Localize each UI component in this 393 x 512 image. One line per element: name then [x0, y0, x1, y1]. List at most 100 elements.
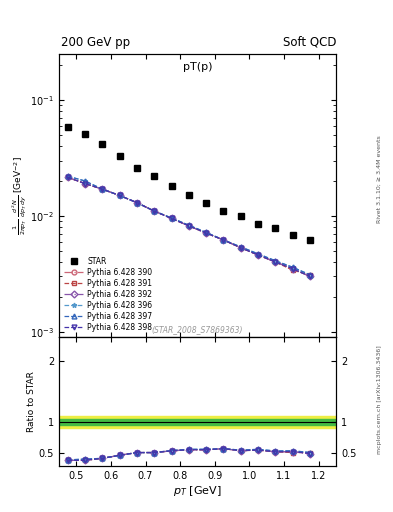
STAR [169, 183, 174, 189]
Pythia 6.428 396 [204, 229, 209, 236]
Pythia 6.428 398 [186, 223, 191, 229]
Pythia 6.428 396 [65, 173, 70, 179]
Pythia 6.428 391 [221, 237, 226, 243]
STAR [273, 225, 278, 231]
Pythia 6.428 396 [273, 258, 278, 264]
Pythia 6.428 397 [65, 173, 70, 179]
Line: STAR: STAR [64, 124, 314, 243]
Line: Pythia 6.428 392: Pythia 6.428 392 [65, 175, 312, 279]
Pythia 6.428 398 [308, 273, 312, 280]
Pythia 6.428 390 [134, 200, 139, 206]
STAR [308, 237, 312, 243]
Pythia 6.428 398 [273, 259, 278, 265]
Pythia 6.428 390 [204, 230, 209, 236]
Pythia 6.428 392 [100, 186, 105, 192]
Pythia 6.428 392 [273, 259, 278, 265]
STAR [152, 173, 156, 179]
Pythia 6.428 397 [134, 200, 139, 206]
Text: (STAR_2008_S7869363): (STAR_2008_S7869363) [152, 325, 243, 334]
Pythia 6.428 398 [256, 252, 261, 258]
Pythia 6.428 397 [83, 178, 87, 184]
Line: Pythia 6.428 390: Pythia 6.428 390 [65, 175, 312, 279]
Text: 200 GeV pp: 200 GeV pp [61, 36, 130, 49]
Pythia 6.428 396 [290, 264, 295, 270]
STAR [204, 200, 209, 206]
Pythia 6.428 391 [290, 267, 295, 273]
Pythia 6.428 392 [256, 252, 261, 258]
Pythia 6.428 396 [186, 222, 191, 228]
STAR [65, 124, 70, 131]
Pythia 6.428 398 [117, 193, 122, 199]
Pythia 6.428 392 [308, 273, 312, 280]
Pythia 6.428 392 [290, 266, 295, 272]
Pythia 6.428 398 [100, 186, 105, 192]
Pythia 6.428 397 [152, 208, 156, 214]
Pythia 6.428 391 [152, 208, 156, 214]
Line: Pythia 6.428 391: Pythia 6.428 391 [65, 175, 312, 278]
X-axis label: $p_T$ [GeV]: $p_T$ [GeV] [173, 483, 222, 498]
Y-axis label: Ratio to STAR: Ratio to STAR [27, 371, 36, 432]
Pythia 6.428 390 [169, 216, 174, 222]
Line: Pythia 6.428 397: Pythia 6.428 397 [65, 174, 312, 278]
Pythia 6.428 392 [221, 237, 226, 243]
Pythia 6.428 396 [100, 186, 105, 192]
Pythia 6.428 391 [273, 259, 278, 265]
Pythia 6.428 397 [169, 215, 174, 221]
Pythia 6.428 398 [221, 237, 226, 243]
Pythia 6.428 397 [256, 251, 261, 257]
Text: mcplots.cern.ch [arXiv:1306.3436]: mcplots.cern.ch [arXiv:1306.3436] [377, 345, 382, 454]
Pythia 6.428 390 [100, 186, 105, 192]
Pythia 6.428 397 [308, 272, 312, 278]
Y-axis label: $\frac{1}{2\pi p_T}\ \frac{d^2N}{dp_T\, dy}\ \mathrm{[GeV^{-2}]}$: $\frac{1}{2\pi p_T}\ \frac{d^2N}{dp_T\, … [10, 156, 29, 235]
Pythia 6.428 391 [134, 200, 139, 206]
STAR [117, 153, 122, 159]
Pythia 6.428 390 [308, 273, 312, 280]
Legend: STAR, Pythia 6.428 390, Pythia 6.428 391, Pythia 6.428 392, Pythia 6.428 396, Py: STAR, Pythia 6.428 390, Pythia 6.428 391… [63, 256, 154, 333]
Text: pT(p): pT(p) [183, 62, 212, 72]
Pythia 6.428 392 [152, 208, 156, 214]
Text: Rivet 3.1.10; ≥ 3.4M events: Rivet 3.1.10; ≥ 3.4M events [377, 135, 382, 223]
Pythia 6.428 398 [152, 208, 156, 214]
Pythia 6.428 396 [256, 251, 261, 257]
Pythia 6.428 396 [117, 193, 122, 199]
Line: Pythia 6.428 396: Pythia 6.428 396 [65, 174, 312, 278]
STAR [256, 221, 261, 227]
Pythia 6.428 390 [152, 208, 156, 214]
Pythia 6.428 396 [239, 244, 243, 250]
Pythia 6.428 392 [117, 193, 122, 199]
STAR [134, 165, 139, 171]
Pythia 6.428 396 [152, 208, 156, 214]
Pythia 6.428 392 [65, 174, 70, 180]
Pythia 6.428 391 [65, 174, 70, 180]
Pythia 6.428 391 [256, 252, 261, 258]
STAR [239, 213, 243, 219]
Pythia 6.428 397 [100, 186, 105, 192]
Pythia 6.428 398 [204, 230, 209, 236]
Pythia 6.428 397 [221, 237, 226, 243]
Pythia 6.428 396 [221, 237, 226, 243]
Pythia 6.428 398 [65, 174, 70, 180]
Pythia 6.428 398 [239, 245, 243, 251]
STAR [83, 131, 87, 137]
Pythia 6.428 397 [204, 229, 209, 236]
Pythia 6.428 398 [169, 216, 174, 222]
Pythia 6.428 392 [169, 216, 174, 222]
Pythia 6.428 392 [186, 223, 191, 229]
STAR [221, 208, 226, 214]
Pythia 6.428 390 [186, 223, 191, 229]
Pythia 6.428 397 [186, 222, 191, 228]
STAR [100, 140, 105, 146]
Pythia 6.428 391 [186, 223, 191, 229]
Pythia 6.428 391 [239, 245, 243, 251]
Pythia 6.428 398 [134, 200, 139, 206]
Pythia 6.428 397 [117, 193, 122, 199]
Text: Soft QCD: Soft QCD [283, 36, 336, 49]
Pythia 6.428 398 [83, 180, 87, 186]
Line: Pythia 6.428 398: Pythia 6.428 398 [65, 175, 312, 279]
Pythia 6.428 397 [290, 264, 295, 270]
Pythia 6.428 390 [256, 252, 261, 258]
Pythia 6.428 390 [221, 237, 226, 243]
Pythia 6.428 390 [273, 259, 278, 265]
Pythia 6.428 390 [117, 193, 122, 199]
Pythia 6.428 390 [83, 180, 87, 186]
